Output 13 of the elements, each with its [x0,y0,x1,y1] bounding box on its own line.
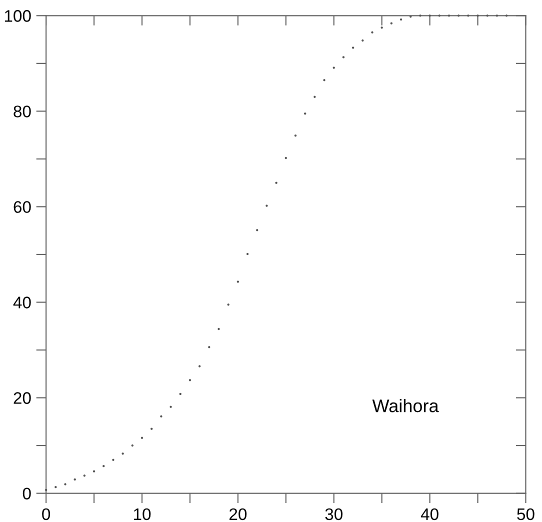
y-tick-label: 40 [13,296,31,308]
annotation: Waihora [372,399,439,412]
x-tick-label: 50 [517,508,534,520]
y-tick-label: 80 [14,106,31,118]
x-tick-label: 30 [325,508,342,520]
x-tick-label: 0 [42,508,50,520]
x-tick-label: 10 [134,508,151,520]
y-tick-label: 60 [14,201,31,213]
y-tick-label: 20 [14,392,31,404]
y-tick-label: 0 [22,488,31,500]
x-tick-label: 40 [420,508,438,520]
x-tick-label: 20 [230,508,247,520]
y-tick-label: 100 [4,10,31,22]
